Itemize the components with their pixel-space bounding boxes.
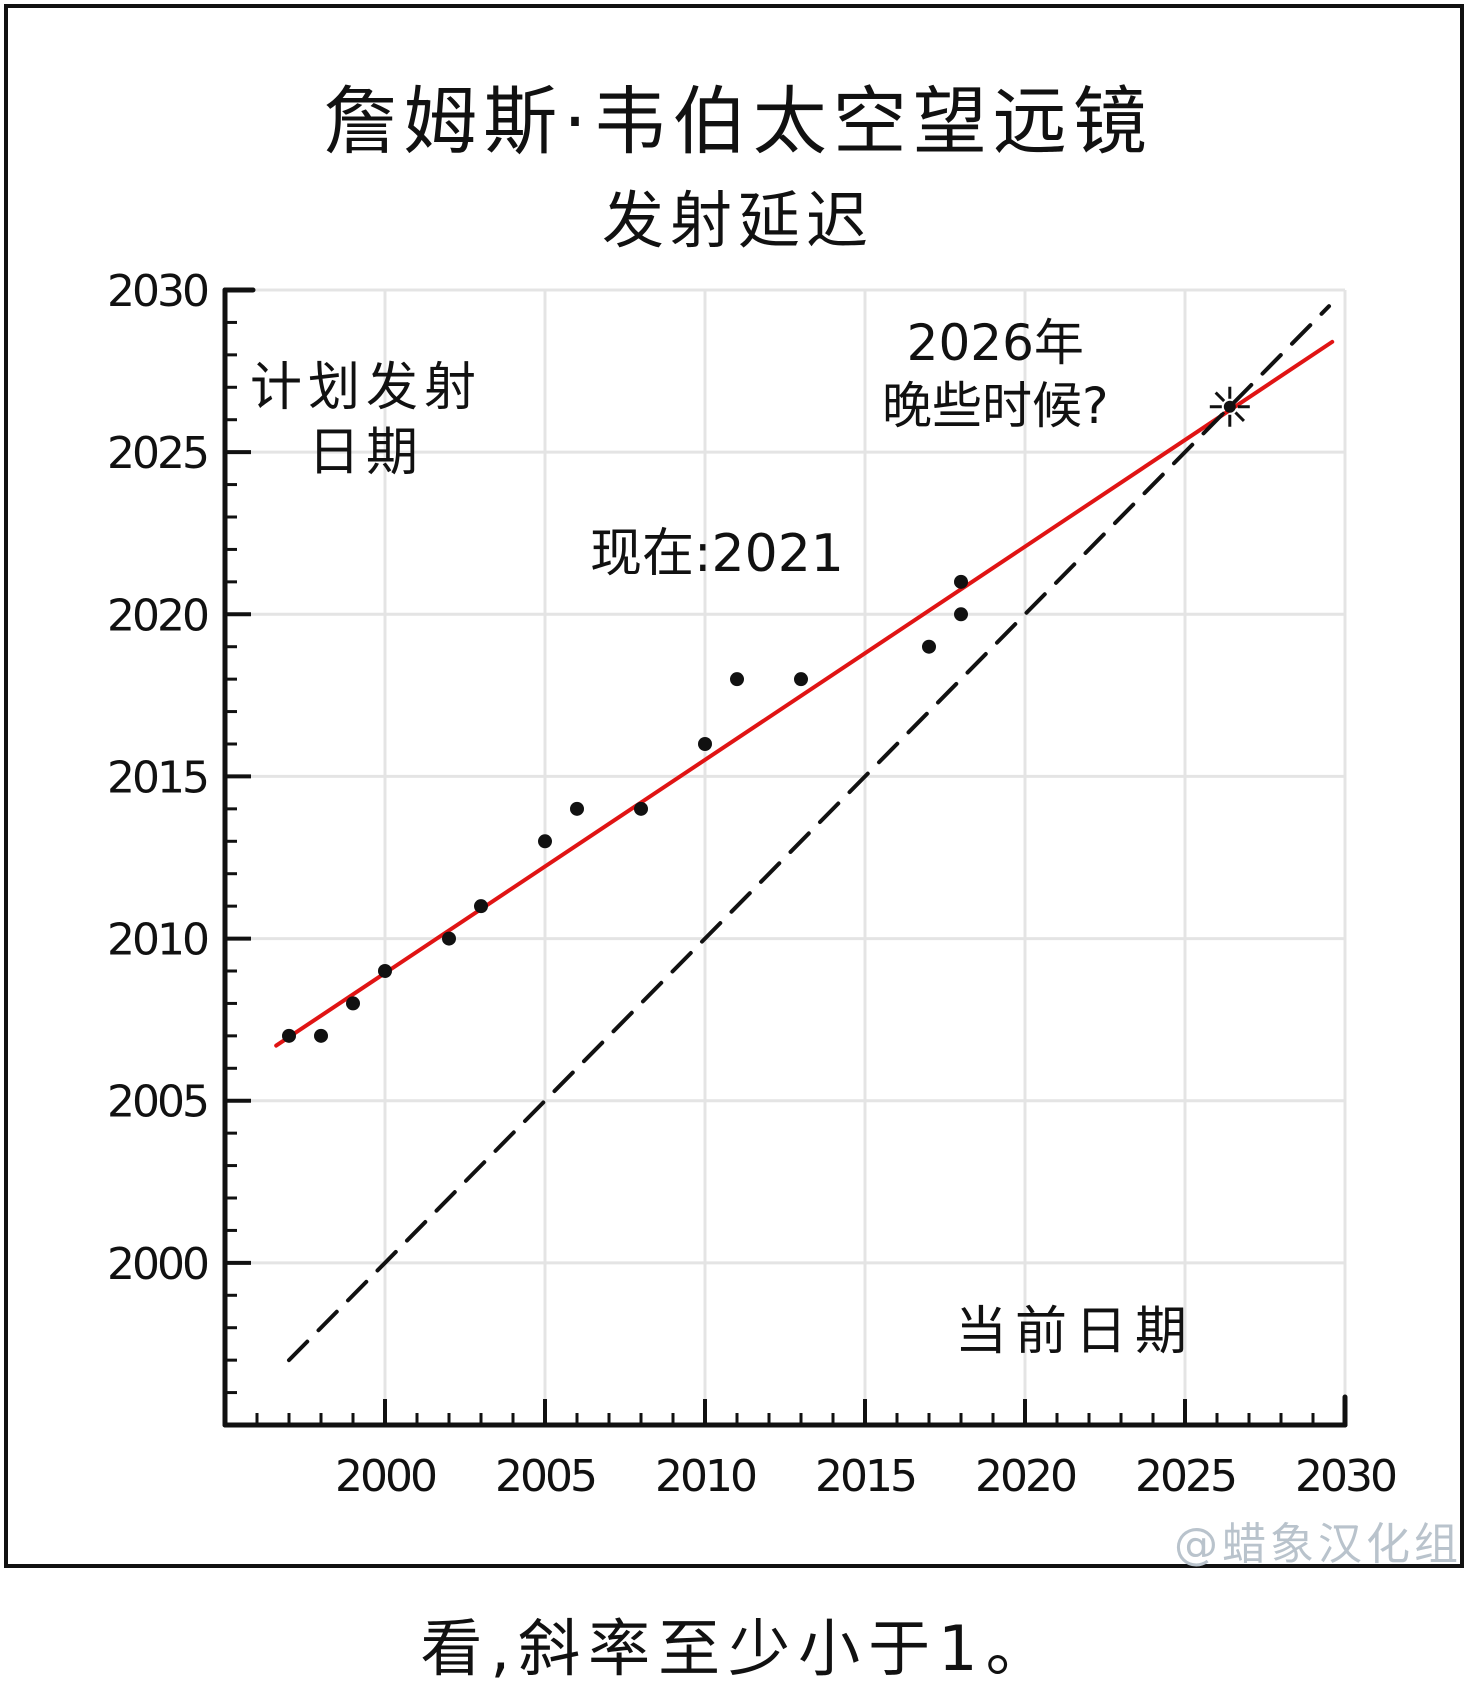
y-axis-label: 计划发射 日期 bbox=[250, 356, 482, 486]
data-point bbox=[474, 899, 488, 914]
trend-fit-line bbox=[274, 339, 1335, 1048]
data-point bbox=[570, 801, 584, 816]
y-tick-label: 2030 bbox=[107, 266, 208, 317]
starburst-ray bbox=[1234, 411, 1246, 422]
identity-dashed-line bbox=[287, 304, 1331, 1363]
x-tick-label: 2025 bbox=[1135, 1451, 1235, 1502]
data-point bbox=[282, 1028, 296, 1043]
x-tick-label: 2010 bbox=[655, 1451, 756, 1502]
x-tick-label: 2005 bbox=[495, 1451, 595, 1502]
y-tick-label: 2025 bbox=[107, 428, 207, 479]
data-point bbox=[314, 1028, 328, 1043]
y-tick-label: 2010 bbox=[107, 915, 208, 966]
chart-title: 詹姆斯·韦伯太空望远镜 bbox=[323, 79, 1153, 165]
starburst-ray bbox=[1234, 391, 1246, 403]
starburst-ray bbox=[1214, 391, 1226, 403]
y-axis-label-line2: 日期 bbox=[308, 423, 425, 483]
data-point bbox=[954, 574, 968, 589]
x-tick-label: 2020 bbox=[975, 1451, 1076, 1502]
x-axis-label: 当前日期 bbox=[955, 1302, 1196, 1362]
data-point bbox=[698, 737, 712, 751]
estimate-annotation: 2026年 晚些时候? bbox=[882, 312, 1109, 437]
now-annotation: 现在:2021 bbox=[590, 524, 844, 584]
y-axis-label-line1: 计划发射 bbox=[250, 358, 483, 418]
data-point bbox=[922, 639, 936, 654]
data-point bbox=[442, 931, 456, 946]
y-tick-label: 2015 bbox=[107, 752, 207, 803]
x-tick-label: 2000 bbox=[335, 1451, 436, 1502]
y-tick-label: 2005 bbox=[107, 1077, 207, 1128]
data-point bbox=[794, 672, 808, 687]
data-point bbox=[634, 801, 648, 816]
y-tick-label: 2020 bbox=[107, 590, 208, 641]
data-point bbox=[730, 672, 744, 687]
data-point bbox=[346, 996, 360, 1011]
x-tick-label: 2030 bbox=[1295, 1451, 1396, 1502]
y-tick-label: 2000 bbox=[107, 1239, 208, 1290]
estimate-line2: 晚些时候? bbox=[882, 376, 1109, 435]
data-point bbox=[954, 607, 968, 622]
starburst-ray bbox=[1214, 411, 1226, 422]
estimate-line1: 2026年 bbox=[906, 314, 1084, 372]
intersection-marker bbox=[1209, 386, 1250, 427]
chart-subtitle: 发射延迟 bbox=[601, 184, 874, 257]
data-point bbox=[378, 964, 392, 978]
data-point bbox=[538, 834, 552, 849]
caption: 看,斜率至少小于1。 bbox=[420, 1612, 1056, 1685]
intersection-point bbox=[1223, 400, 1236, 413]
watermark: @蜡象汉化组 bbox=[1174, 1519, 1462, 1570]
comic-panel bbox=[4, 4, 1464, 1568]
x-tick-label: 2015 bbox=[815, 1451, 915, 1502]
